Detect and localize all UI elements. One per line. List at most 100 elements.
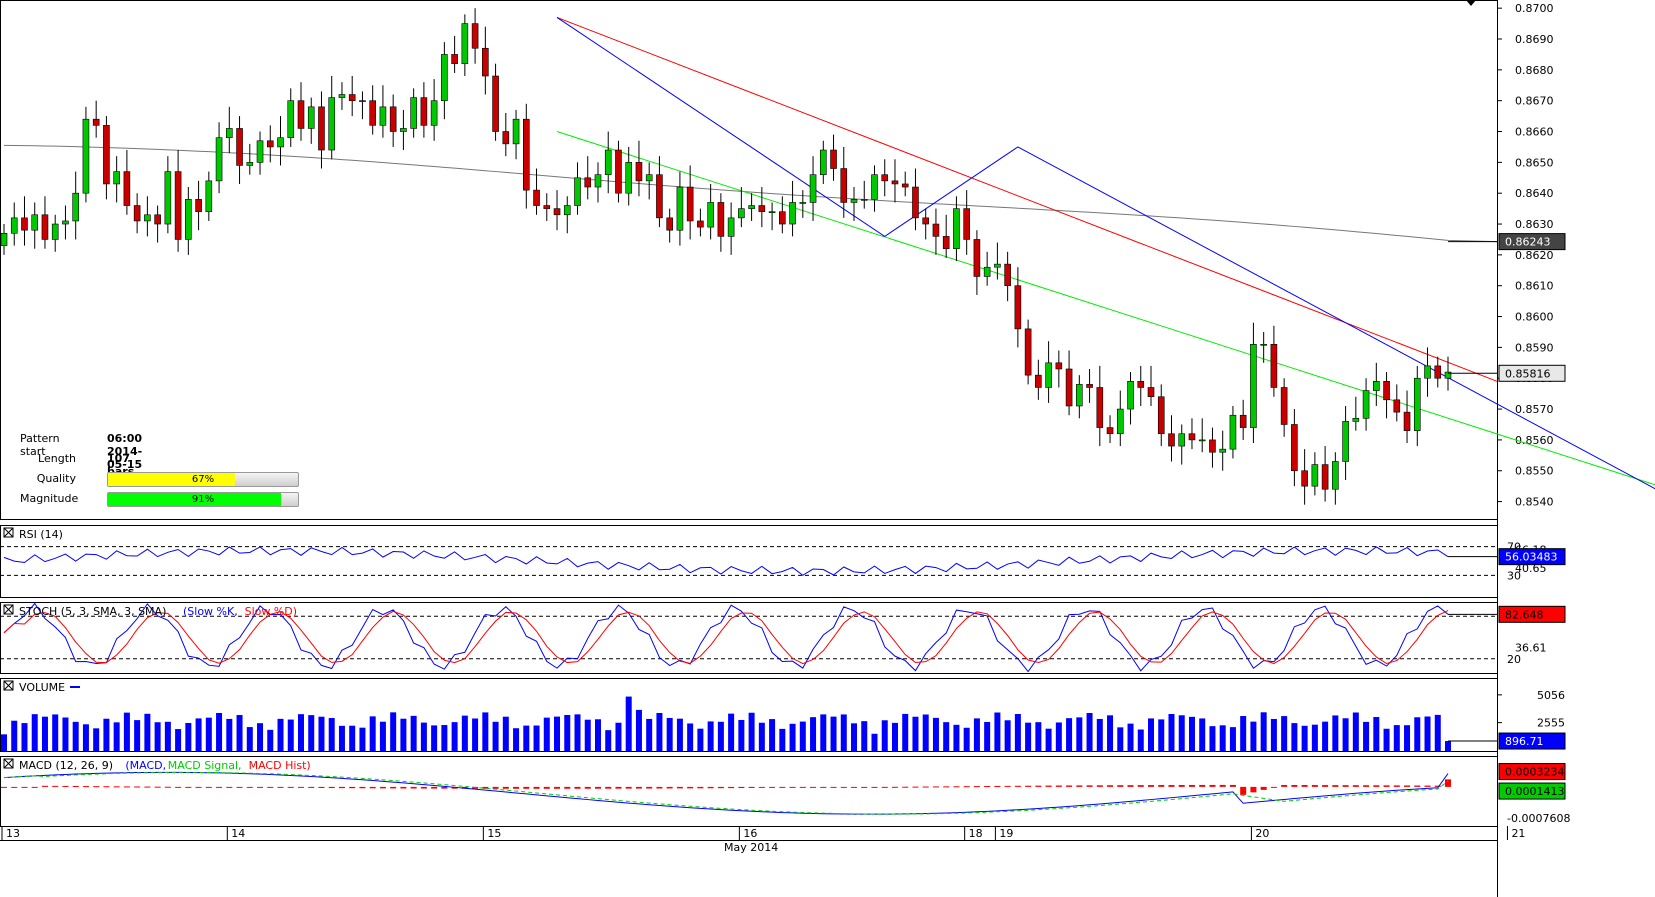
candle-body xyxy=(1004,263,1011,287)
candle-body xyxy=(543,205,551,209)
candle-body xyxy=(338,94,346,98)
candle-body xyxy=(1250,344,1257,428)
candle-body xyxy=(72,192,79,222)
volume-bar xyxy=(1045,728,1052,751)
candle-body xyxy=(0,232,8,246)
macd-hist-bar xyxy=(185,786,192,788)
panel-frame-1 xyxy=(0,525,1498,598)
volume-bar xyxy=(799,721,806,751)
volume-bar xyxy=(1076,717,1083,751)
macd-low-label: -0.0007608 xyxy=(1507,812,1570,825)
macd-hist-bar xyxy=(318,786,325,788)
macd-hist-bar xyxy=(830,786,837,788)
macd-hist-bar xyxy=(359,786,366,789)
macd-hist-bar xyxy=(103,786,110,788)
candle-body xyxy=(932,223,940,237)
macd-hist-bar xyxy=(502,786,509,789)
macd-hist-bar xyxy=(154,786,161,788)
volume-bar xyxy=(666,717,673,751)
volume-bar xyxy=(554,716,561,751)
macd-hist-bar xyxy=(1229,784,1236,787)
price-tick-label: 0.8550 xyxy=(1515,465,1554,478)
macd-hist-bar xyxy=(554,786,561,789)
volume-bar xyxy=(779,728,786,751)
magnitude-label: Magnitude xyxy=(20,492,79,505)
candle-body xyxy=(645,174,653,182)
time-day-label: 21 xyxy=(1511,827,1525,840)
stoch-d-line xyxy=(3,610,1449,665)
candle-body xyxy=(942,236,950,250)
volume-bar xyxy=(134,720,141,751)
volume-current-tag-bg xyxy=(1498,732,1566,750)
candle-body xyxy=(1352,418,1360,422)
candle-body xyxy=(891,180,899,185)
macd-hist-bar xyxy=(52,785,59,787)
candle-body xyxy=(779,211,786,225)
volume-bar xyxy=(820,714,827,751)
macd-hist-bar xyxy=(891,786,898,788)
macd-hist-bar xyxy=(113,786,120,788)
candle-body xyxy=(1291,424,1298,472)
candle-body xyxy=(348,94,356,101)
volume-bar xyxy=(1281,716,1288,751)
macd-hist-bar xyxy=(687,786,694,789)
volume-bar xyxy=(1168,713,1175,751)
macd-hist-bar xyxy=(1393,785,1400,787)
macd-hist-bar xyxy=(31,786,38,788)
candle-body xyxy=(758,205,766,213)
volume-bar xyxy=(492,721,499,751)
volume-bar xyxy=(1301,725,1308,751)
rsi-current-tag-bg xyxy=(1498,548,1566,566)
volume-bar xyxy=(953,724,960,751)
candle-body xyxy=(1157,396,1165,435)
volume-bar xyxy=(871,733,878,751)
candle-body xyxy=(256,140,264,163)
candle-body xyxy=(604,149,612,175)
candle-body xyxy=(1137,381,1145,388)
candle-body xyxy=(1168,433,1175,447)
candle-body xyxy=(389,106,397,132)
volume-bar xyxy=(748,712,755,751)
candle-body xyxy=(451,54,458,64)
volume-bar xyxy=(328,718,335,751)
length-label: Length xyxy=(38,452,76,465)
candle-body xyxy=(953,208,960,250)
macd-hist-bar xyxy=(564,786,571,789)
macd-hist-bar xyxy=(236,786,243,788)
magnitude-bar: 91% xyxy=(107,492,299,507)
candle-body xyxy=(1342,421,1349,462)
macd-hist-bar xyxy=(287,786,294,788)
volume-bar xyxy=(287,719,294,751)
volume-bar xyxy=(973,718,980,751)
macd-hist-bar xyxy=(543,786,550,789)
volume-bar xyxy=(441,725,448,751)
volume-bar xyxy=(1219,725,1226,751)
volume-bar xyxy=(1,734,7,751)
volume-bar xyxy=(687,723,694,751)
volume-bar xyxy=(635,709,642,751)
candle-body xyxy=(1373,381,1380,391)
time-day-label: 14 xyxy=(231,827,245,840)
macd-hist-bar xyxy=(246,786,253,788)
time-day-label: 18 xyxy=(969,827,983,840)
macd-hist-bar xyxy=(1240,786,1247,795)
macd-hist-bar xyxy=(164,786,171,788)
macd-hist-bar xyxy=(1250,786,1257,793)
volume-bar xyxy=(93,728,100,751)
stoch-level-label: 20 xyxy=(1507,653,1521,666)
volume-bar xyxy=(1004,720,1011,751)
pattern-info-panel: Pattern start 06:00 2014-05-15 Length 10… xyxy=(20,430,300,510)
volume-bar xyxy=(584,719,591,751)
candle-body xyxy=(748,205,755,209)
candle-body xyxy=(1280,387,1288,425)
macd-hist-bar xyxy=(1199,784,1206,787)
volume-bar xyxy=(246,727,253,751)
volume-bar xyxy=(881,720,888,751)
volume-bar xyxy=(1025,722,1032,751)
volume-bar xyxy=(420,722,427,751)
volume-bar xyxy=(113,722,120,751)
candle-body xyxy=(994,263,1001,268)
price-tick-label: 0.8650 xyxy=(1515,156,1554,169)
volume-bar xyxy=(574,714,581,751)
